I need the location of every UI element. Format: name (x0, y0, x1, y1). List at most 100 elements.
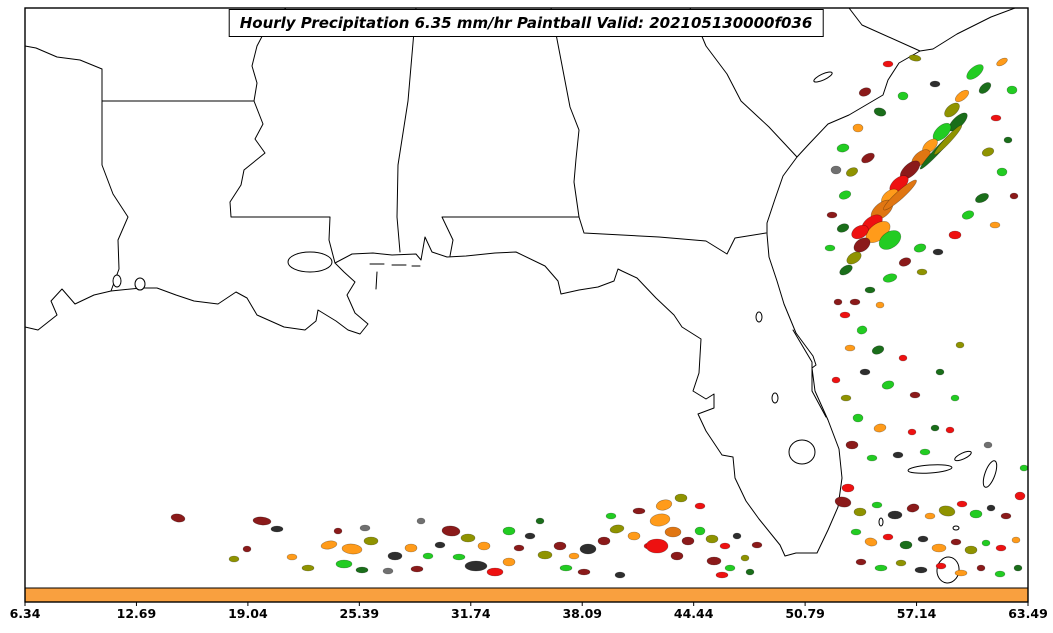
lake-george (755, 311, 763, 323)
paintball-blob (363, 536, 379, 546)
paintball-blob (916, 268, 928, 276)
paintball-blob (917, 535, 929, 543)
paintball-blob (694, 502, 706, 510)
paintball-blob (882, 273, 898, 283)
paintball-blob (441, 525, 461, 537)
island-little-abaco (954, 450, 972, 462)
colorbar-tick-label: 44.44 (673, 606, 714, 621)
paintball-blob (335, 559, 353, 569)
state-border-tx-ar-red-river (25, 45, 103, 102)
paintball-blob (706, 556, 722, 566)
paintball-blob (301, 564, 315, 572)
paintball-blob (705, 534, 719, 544)
paintball-blob (995, 544, 1007, 552)
lagoon-indian-river (792, 329, 827, 418)
paintball-blob (537, 550, 553, 560)
paintball-blob (906, 503, 920, 513)
paintball-blob (333, 527, 343, 535)
island-berry (952, 525, 960, 531)
paintball-blob (719, 542, 731, 550)
paintball-blob (502, 557, 516, 567)
colorbar-tick-label: 6.34 (9, 606, 41, 621)
paintball-blob (836, 223, 850, 233)
paintball-blob (859, 368, 871, 376)
paintball-blob (524, 532, 536, 540)
colorbar-tick-label: 12.69 (116, 606, 157, 621)
colorbar-tick-label: 50.79 (785, 606, 825, 621)
paintball-blob (694, 526, 706, 536)
state-border-al-fl (441, 216, 580, 257)
paintball-blob (897, 91, 909, 101)
paintball-blob (882, 533, 894, 541)
paintball-blob (655, 499, 673, 511)
paintball-blob (948, 230, 962, 240)
paintball-blob (740, 554, 750, 562)
paintball-blobs (170, 54, 1028, 579)
paintball-blob (861, 152, 875, 164)
lake-calcasieu (134, 277, 146, 291)
paintball-blob (841, 483, 855, 493)
figure-title: Hourly Precipitation 6.35 mm/hr Paintbal… (228, 9, 824, 37)
island-abaco (982, 460, 998, 488)
paintball-blob (871, 345, 885, 355)
paintball-blob (1006, 85, 1018, 95)
paintball-blob (908, 54, 922, 62)
paintball-blob (270, 525, 284, 533)
paintball-blob (873, 423, 887, 433)
paintball-blob (852, 123, 864, 133)
plot-frame (24, 7, 1029, 603)
lake-okeechobee (788, 439, 816, 465)
paintball-blob (846, 251, 862, 265)
paintball-blob (568, 552, 580, 560)
paintball-blob (614, 571, 626, 579)
paintball-blob (899, 540, 913, 550)
paintball-blob (852, 413, 864, 423)
paintball-blob (892, 451, 904, 459)
paintball-blob (851, 224, 869, 240)
paintball-blob (913, 243, 927, 253)
paintball-blob (1003, 136, 1013, 144)
paintball-blob (341, 543, 363, 555)
colorbar-tick-label: 63.49 (1008, 606, 1048, 621)
paintball-blob (990, 114, 1002, 122)
paintball-blob (909, 391, 921, 399)
islands-chandeleur (375, 271, 378, 290)
paintball-blob (881, 380, 895, 390)
colorbar-strip (24, 587, 1029, 603)
paintball-blob (975, 193, 989, 203)
paintball-blob (864, 286, 876, 294)
paintball-blob (286, 553, 298, 561)
paintball-blob (359, 524, 371, 532)
paintball-blob (513, 544, 525, 552)
island-grand-bahama (907, 464, 953, 474)
paintball-blob (840, 394, 852, 402)
paintball-blob (924, 512, 936, 520)
paintball-blob (956, 500, 968, 508)
paintball-blob (681, 536, 695, 546)
paintball-blob (933, 124, 963, 156)
paintball-blob (252, 516, 272, 526)
paintball-blob (931, 543, 947, 553)
paintball-blob (986, 504, 996, 512)
paintball-blob (954, 569, 968, 577)
state-border-ga-fl (578, 216, 767, 255)
paintball-blob (826, 211, 838, 219)
paintball-blob (645, 538, 669, 554)
paintball-blob (597, 536, 611, 546)
paintball-blob (976, 564, 986, 572)
paintball-blob (855, 558, 867, 566)
paintball-blob (874, 564, 888, 572)
paintball-blob (983, 441, 993, 449)
paintball-blob (898, 354, 908, 362)
paintball-blob (553, 541, 567, 551)
paintball-blob (559, 564, 573, 572)
island-bimini (878, 517, 884, 527)
lake-sabine (112, 274, 122, 288)
paintball-blob (839, 311, 851, 319)
paintball-blob (460, 533, 476, 543)
paintball-blob (875, 301, 885, 309)
paintball-blob (850, 528, 862, 536)
paintball-blob (853, 237, 871, 253)
paintball-blob (961, 210, 975, 220)
paintball-blob (929, 80, 941, 88)
